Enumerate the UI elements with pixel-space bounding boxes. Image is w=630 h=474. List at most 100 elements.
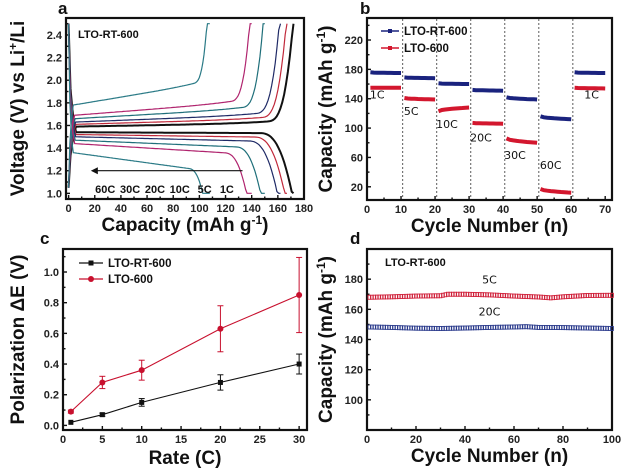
data-segment-LTO-600 [574, 85, 606, 91]
data-segment-LTO-RT-600 [574, 70, 606, 75]
x-tick-label: 20 [410, 434, 422, 446]
x-axis-label: Cycle Number (n) [411, 446, 568, 467]
y-tick-label: 0.2 [44, 390, 59, 402]
legend-marker [388, 46, 392, 50]
data-segment-LTO-RT-600 [438, 81, 470, 86]
x-tick-label: 15 [175, 434, 187, 446]
data-point [99, 412, 105, 418]
y-tick-label: 1.2 [47, 166, 62, 178]
x-tick-label: 20 [429, 204, 441, 216]
y-tick-label: 2.4 [47, 30, 63, 42]
y-axis-label-part: ) [316, 26, 337, 32]
panel-d: 0 20 40 60 80 100 100 120 140 160 180 d Cycle Number… [314, 229, 621, 467]
rate-label: 60C [95, 184, 115, 196]
x-tick-label: 0 [364, 204, 370, 216]
x-tick-label: 60 [565, 204, 577, 216]
discharge-curve-20C [68, 23, 265, 194]
y-tick-label: 0.8 [44, 298, 59, 310]
data-segment-LTO-600 [472, 120, 504, 126]
y-tick-label: 1.6 [47, 120, 62, 132]
data-segment-LTO-600 [505, 136, 538, 145]
x-axis-label-part: Capacity (mAh g [102, 215, 252, 236]
rate-label: 20C [145, 184, 165, 196]
data-point [296, 361, 302, 367]
panel-label: d [350, 229, 360, 248]
legend-label: LTO-600 [108, 274, 153, 286]
x-axis-label: Cycle Number (n) [411, 216, 568, 237]
x-tick-label: 70 [599, 204, 611, 216]
discharge-curve-60C [68, 23, 210, 194]
data-segment-LTO-600 [437, 105, 470, 114]
data-segment-LTO-RT-600 [370, 70, 401, 75]
y-axis-label-part: ) [316, 256, 337, 262]
series-line-LTO-600 [70, 294, 300, 413]
panel-label: a [58, 0, 68, 18]
panel-b: 0 10 20 30 40 50 60 70 20 60 100 140 180 220 b Cycle Nu… [314, 0, 614, 237]
x-tick-label: 140 [243, 203, 261, 215]
legend-marker [88, 260, 94, 266]
y-tick-label: 100 [345, 123, 363, 135]
y-axis-label: Polarization ΔE (V) [8, 255, 29, 425]
x-tick-label: 25 [254, 434, 266, 446]
x-tick-label: 40 [459, 434, 471, 446]
y-axis-label-part: Polarization ΔE (V) [8, 255, 29, 425]
x-tick-label: 10 [136, 434, 148, 446]
y-axis-label-sup: -1 [314, 32, 328, 43]
plot-frame [61, 247, 309, 432]
x-tick-label: 10 [395, 204, 407, 216]
data-point [139, 399, 145, 405]
y-tick-label: 1.8 [47, 98, 62, 110]
x-axis-label-part: Cycle Number (n) [411, 446, 568, 467]
rate-label: 30C [504, 149, 526, 162]
sample-annotation: LTO-RT-600 [78, 29, 139, 41]
data-point-20C [610, 326, 614, 331]
y-axis-label: Capacity (mAh g-1) [314, 256, 337, 423]
y-tick-label: 1.0 [44, 267, 59, 279]
x-axis-label: Rate (C) [149, 448, 222, 469]
y-tick-label: 180 [345, 64, 363, 76]
y-axis-label-part: Capacity (mAh g [316, 43, 337, 193]
discharge-curve-30C [68, 23, 252, 194]
rate-label: 5C [198, 184, 212, 196]
x-tick-label: 120 [216, 203, 234, 215]
legend-marker [88, 276, 94, 282]
data-segment-LTO-600 [404, 96, 436, 102]
x-tick-label: 20 [89, 203, 101, 215]
x-tick-label: 50 [531, 204, 543, 216]
arrow-head-icon [90, 167, 98, 175]
y-tick-label: 1.4 [47, 143, 63, 155]
y-tick-label: 140 [345, 94, 363, 106]
data-point [296, 292, 303, 299]
legend-marker [388, 29, 392, 33]
rate-label: 1C [370, 89, 385, 102]
panel-a: 0 20 40 60 80 100 120 140 160 180 1.0 1.2 1.4 1.6 1.8 2… [6, 0, 313, 236]
y-tick-label: 20 [351, 182, 363, 194]
x-tick-label: 0 [364, 434, 370, 446]
y-axis-label: Capacity (mAh g-1) [314, 26, 337, 193]
x-tick-label: 60 [141, 203, 153, 215]
charge-curve-60C [68, 23, 210, 188]
legend-label: LTO-RT-600 [404, 26, 467, 38]
y-axis-label-part: Voltage (V) vs Li [8, 50, 29, 196]
x-tick-label: 80 [557, 434, 569, 446]
x-axis-label-part: Rate (C) [149, 448, 222, 469]
data-point [99, 379, 106, 386]
x-tick-label: 180 [295, 203, 313, 215]
x-tick-label: 5 [99, 434, 105, 446]
series-label: 20C [479, 305, 501, 318]
data-segment-LTO-RT-600 [472, 87, 504, 93]
rate-label: 5C [404, 105, 419, 118]
rate-label: 10C [436, 118, 458, 131]
legend-label: LTO-RT-600 [108, 258, 171, 270]
charge-curve-5C [68, 23, 288, 188]
rate-label: 1C [584, 89, 599, 102]
panel-label: b [360, 0, 370, 18]
y-tick-label: 0.0 [44, 420, 59, 432]
y-axis-label-sup: + [6, 43, 20, 50]
y-tick-label: 60 [351, 152, 363, 164]
y-axis-label-part: Capacity (mAh g [316, 273, 337, 423]
sample-annotation: LTO-RT-600 [385, 257, 446, 269]
plot-frame [365, 16, 614, 202]
charge-curve-10C [68, 23, 282, 188]
